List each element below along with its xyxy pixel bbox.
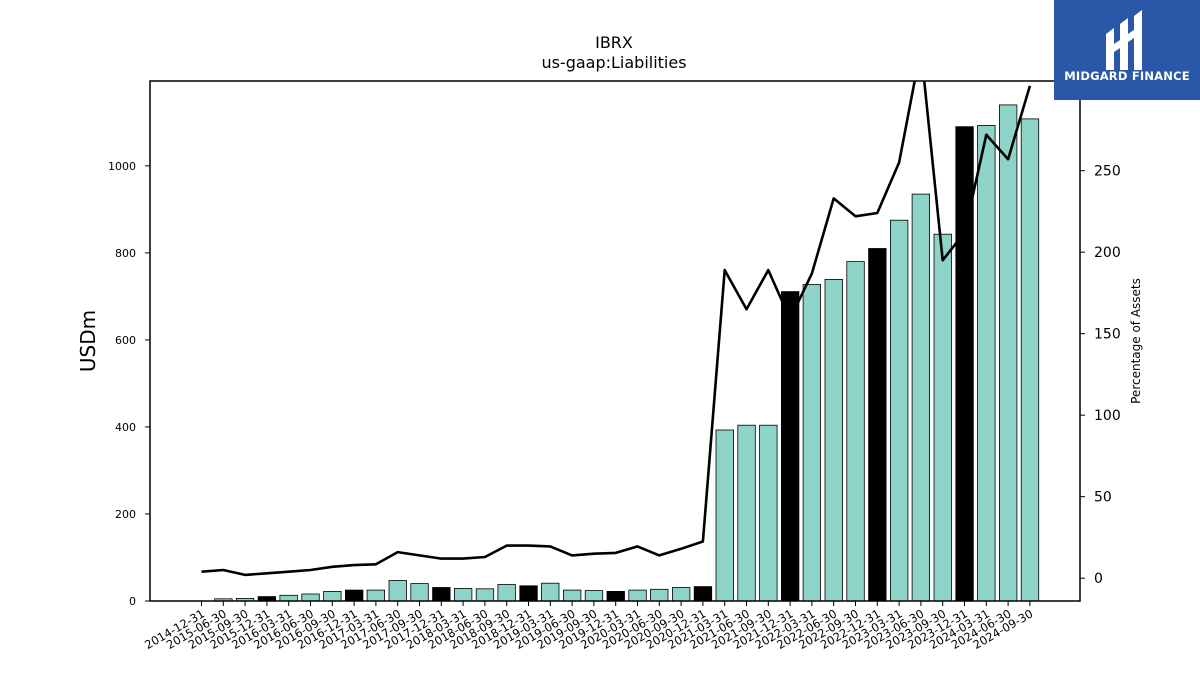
bar-2020-09-30	[672, 587, 691, 602]
bar-2016-06-30	[301, 593, 320, 602]
plot-frame	[149, 80, 1081, 602]
bar-2016-03-31	[279, 594, 298, 602]
y2-tick-label-50: 50	[1094, 490, 1112, 506]
y-axis-right: 0 50 100 150 200 250	[1080, 164, 1121, 587]
bar-2024-09-30	[1020, 118, 1040, 602]
bar-2019-09-30	[584, 590, 604, 602]
y-tick-label-1000: 1000	[108, 160, 136, 173]
y2-tick-label-0: 0	[1094, 571, 1103, 587]
bar-2021-09-30	[759, 424, 778, 602]
bar-2021-06-30	[737, 424, 756, 602]
bar-2022-06-30	[824, 278, 843, 602]
bar-2022-03-31	[802, 284, 821, 602]
y2-tick-label-150: 150	[1094, 327, 1121, 343]
y-tick-label-200: 200	[115, 508, 136, 521]
logo-mark-icon	[1106, 10, 1142, 70]
bar-2020-12-31	[693, 586, 713, 602]
bar-2020-06-30	[650, 588, 669, 602]
chart-subtitle: us-gaap:Liabilities	[541, 53, 686, 72]
logo-text: MIDGARD FINANCE	[1064, 69, 1190, 83]
bar-2024-06-30	[999, 104, 1018, 602]
midgard-finance-logo: MIDGARD FINANCE	[1054, 0, 1200, 100]
bar-2017-03-31	[366, 589, 386, 602]
y-axis-label-right: Percentage of Assets	[1129, 278, 1143, 404]
bar-2023-12-31	[955, 126, 974, 602]
y-tick-label-0: 0	[129, 595, 136, 608]
y-tick-label-800: 800	[115, 247, 136, 260]
y2-tick-label-100: 100	[1094, 408, 1121, 424]
bar-2018-12-31	[519, 585, 538, 602]
bar-2017-12-31	[432, 587, 451, 602]
chart-title: IBRX	[595, 33, 633, 52]
bar-2019-12-31	[606, 591, 625, 602]
bar-2016-09-30	[323, 591, 342, 602]
y2-tick-label-200: 200	[1094, 245, 1121, 261]
bar-2017-06-30	[388, 580, 407, 602]
y-tick-label-400: 400	[115, 421, 136, 434]
x-axis: 2014-12-312015-06-302015-09-302015-12-31…	[142, 601, 1035, 652]
bar-2019-03-31	[541, 582, 560, 602]
y-axis-left: 0 200 400 600 800 1000	[108, 160, 150, 608]
bar-2020-03-31	[628, 589, 647, 602]
bar-2023-06-30	[911, 193, 930, 602]
bar-2019-06-30	[563, 589, 582, 602]
bar-2024-03-31	[977, 125, 996, 602]
bar-2023-03-31	[890, 219, 909, 602]
y-axis-label-left: USDm	[76, 310, 100, 372]
y2-tick-label-250: 250	[1094, 164, 1121, 180]
bar-2018-09-30	[497, 584, 516, 602]
line-series	[201, 81, 1032, 577]
bar-2023-09-30	[933, 233, 952, 602]
y-tick-label-600: 600	[115, 334, 136, 347]
bar-2022-12-31	[868, 248, 887, 602]
bar-2018-06-30	[475, 588, 495, 602]
bar-2016-12-31	[344, 589, 364, 602]
bar-2017-09-30	[410, 583, 429, 602]
bar-series	[214, 104, 1040, 602]
bar-2022-09-30	[846, 261, 865, 602]
percentage-of-assets-line	[201, 81, 1032, 577]
bar-2018-03-31	[453, 588, 473, 602]
bar-2021-03-31	[715, 429, 734, 602]
bar-2021-12-31	[781, 291, 800, 602]
